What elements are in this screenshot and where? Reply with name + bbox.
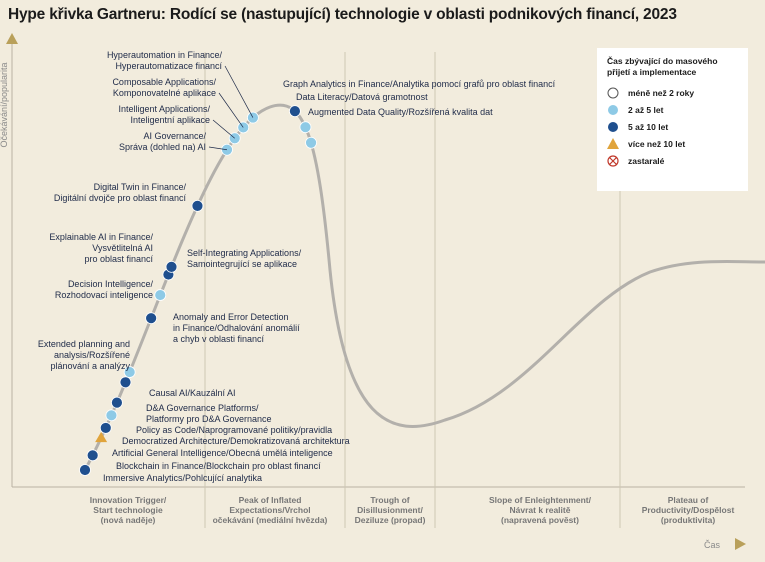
data-point: [165, 260, 178, 273]
point-label: Hyperautomatizace financí: [115, 61, 222, 71]
legend-item-lt2: méně než 2 roky: [607, 84, 740, 101]
point-label: Immersive Analytics/Pohlcující analytika: [103, 473, 262, 483]
phase-label: Innovation Trigger/: [90, 495, 167, 505]
phase-label: Disillusionment/: [357, 505, 423, 515]
data-point: [305, 136, 317, 149]
x-axis-arrow: [735, 538, 746, 550]
legend-marker-gt10: [607, 137, 619, 149]
legend: Čas zbývající do masového přijetí a impl…: [597, 48, 748, 191]
point-label: Intelligent Applications/: [118, 104, 210, 114]
data-point: [145, 312, 158, 325]
point-label: Digitální dvojče pro oblast financí: [54, 193, 187, 203]
leader-line: [208, 146, 228, 151]
leader-line: [218, 92, 244, 128]
phase-label: Trough of: [370, 495, 409, 505]
point-label: D&A Governance Platforms/: [146, 403, 259, 413]
point-label: pro oblast financí: [84, 254, 153, 264]
point-label: Extended planning and: [38, 339, 130, 349]
data-point: [191, 199, 204, 212]
point-label: in Finance/Odhalování anomálií: [173, 323, 300, 333]
phase-label: Slope of Enleightenment/: [489, 495, 592, 505]
legend-label: 5 až 10 let: [628, 121, 669, 132]
data-point: [99, 422, 112, 434]
point-label: Data Literacy/Datová gramotnost: [296, 92, 428, 102]
point-label: analysis/Rozšířené: [54, 350, 130, 360]
point-label: plánování a analýzy: [50, 361, 130, 371]
point-label: AI Governance/: [143, 131, 206, 141]
point-label: Samointegrující se aplikace: [187, 259, 297, 269]
point-label: Explainable AI in Finance/: [49, 232, 153, 242]
phase-label: Expectations/Vrchol: [229, 505, 310, 515]
point-label: Augmented Data Quality/Rozšířená kvalita…: [308, 107, 493, 117]
data-point: [247, 111, 259, 124]
legend-marker-obsolete: [607, 154, 619, 167]
point-label: Komponovatelné aplikace: [113, 88, 216, 98]
phase-label: očekávání (mediální hvězda): [213, 515, 328, 525]
point-label: Správa (dohled na) AI: [119, 142, 206, 152]
leader-line: [212, 119, 235, 139]
data-point: [111, 396, 123, 409]
point-label: Blockchain in Finance/Blockchain pro obl…: [116, 461, 321, 471]
legend-label: více než 10 let: [628, 138, 686, 149]
point-label: Digital Twin in Finance/: [94, 182, 187, 192]
legend-item-obsolete: zastaralé: [607, 152, 740, 169]
legend-marker-lt2: [607, 87, 619, 98]
hype-curve: [83, 103, 765, 471]
leader-line: [224, 65, 254, 118]
phase-label: Deziluze (propad): [355, 515, 426, 525]
legend-marker-2to5: [608, 104, 618, 115]
legend-item-gt10: více než 10 let: [607, 135, 740, 152]
phase-label: (napravená povĕst): [501, 515, 579, 525]
point-label: Policy as Code/Naprogramované politiky/p…: [136, 425, 332, 435]
data-point: [299, 121, 312, 134]
point-label: Vysvětlitelná AI: [92, 243, 153, 253]
point-label: a chyb v oblasti financí: [173, 334, 265, 344]
point-label: Composable Applications/: [112, 77, 216, 87]
legend-label: 2 až 5 let: [628, 104, 664, 115]
legend-title: Čas zbývající do masového přijetí a impl…: [607, 56, 718, 77]
data-point: [86, 449, 99, 462]
legend-item-5to10: 5 až 10 let: [607, 118, 740, 135]
data-point: [154, 289, 167, 301]
data-point: [119, 376, 132, 389]
point-label: Rozhodovací inteligence: [55, 290, 153, 300]
point-label: Platformy pro D&A Governance: [146, 414, 272, 424]
data-point: [95, 431, 108, 443]
legend-item-2to5: 2 až 5 let: [607, 101, 740, 118]
phase-label: (produktivita): [661, 515, 715, 525]
chart-title: Hype křivka Gartneru: Rodící se (nastupu…: [8, 6, 677, 23]
point-label: Hyperautomation in Finance/: [107, 50, 223, 60]
point-label: Graph Analytics in Finance/Analytika pom…: [283, 79, 556, 89]
point-label: Democratized Architecture/Demokratizovan…: [122, 436, 350, 446]
data-point: [79, 464, 91, 476]
point-label: Decision Intelligence/: [68, 279, 154, 289]
phase-label: Productivity/Dospělost: [642, 505, 735, 515]
phase-label: (nová naděje): [101, 515, 156, 525]
data-point: [289, 105, 301, 118]
point-label: Inteligentní aplikace: [130, 115, 210, 125]
legend-marker-5to10: [608, 121, 618, 132]
y-axis-arrow: [6, 33, 18, 44]
data-point: [123, 366, 136, 378]
phase-label: Návrat k realitě: [510, 505, 571, 515]
point-label: Anomaly and Error Detection: [173, 312, 289, 322]
y-axis-label: Očekávání/popularita: [0, 62, 9, 147]
x-axis-label: Čas: [704, 540, 721, 550]
phase-label: Start technologie: [93, 505, 163, 515]
phase-label: Plateau of: [668, 495, 709, 505]
point-label: Self-Integrating Applications/: [187, 248, 302, 258]
legend-label: méně než 2 roky: [628, 87, 695, 98]
legend-label: zastaralé: [628, 155, 665, 166]
point-label: Causal AI/Kauzální AI: [149, 388, 236, 398]
point-label: Artificial General Intelligence/Obecná u…: [112, 448, 333, 458]
phase-label: Peak of Inflated: [239, 495, 302, 505]
data-point: [105, 409, 118, 422]
